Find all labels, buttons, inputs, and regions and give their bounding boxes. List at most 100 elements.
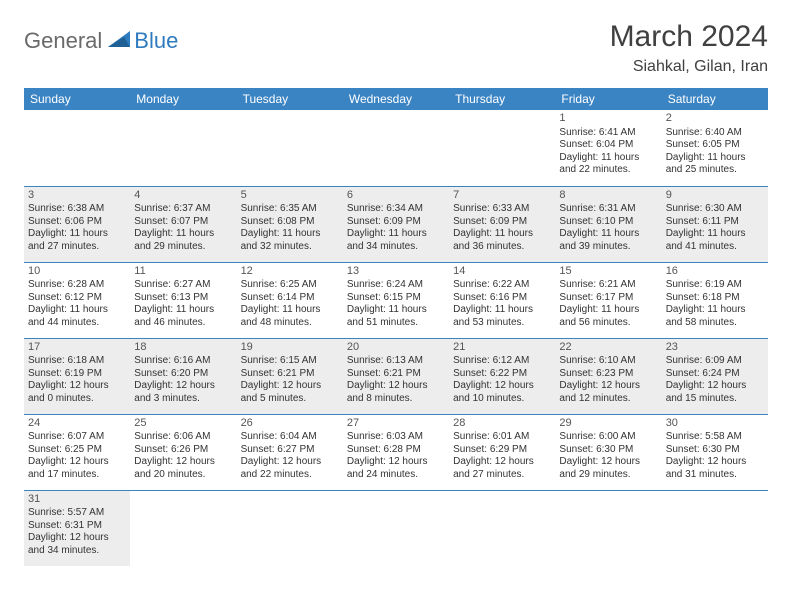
calendar-cell: 30Sunrise: 5:58 AMSunset: 6:30 PMDayligh… [662,414,768,490]
calendar-cell: 20Sunrise: 6:13 AMSunset: 6:21 PMDayligh… [343,338,449,414]
daylight-line: Daylight: 12 hours [559,380,657,393]
calendar-cell: 9Sunrise: 6:30 AMSunset: 6:11 PMDaylight… [662,186,768,262]
daylight-line: and 27 minutes. [453,469,551,482]
sunrise-line: Sunrise: 6:41 AM [559,127,657,140]
sunset-line: Sunset: 6:08 PM [241,216,339,229]
daylight-line: and 29 minutes. [559,469,657,482]
daylight-line: and 32 minutes. [241,241,339,254]
empty-cell [130,490,236,566]
sunrise-line: Sunrise: 6:18 AM [28,355,126,368]
calendar-cell: 2Sunrise: 6:40 AMSunset: 6:05 PMDaylight… [662,110,768,186]
sunrise-line: Sunrise: 6:38 AM [28,203,126,216]
day-header: Sunday [24,88,130,110]
daylight-line: Daylight: 12 hours [28,380,126,393]
daylight-line: Daylight: 11 hours [666,228,764,241]
daylight-line: Daylight: 11 hours [559,304,657,317]
daylight-line: Daylight: 11 hours [241,228,339,241]
sunset-line: Sunset: 6:12 PM [28,292,126,305]
sunrise-line: Sunrise: 6:13 AM [347,355,445,368]
daylight-line: Daylight: 12 hours [28,456,126,469]
daylight-line: and 44 minutes. [28,317,126,330]
daylight-line: and 48 minutes. [241,317,339,330]
sunset-line: Sunset: 6:10 PM [559,216,657,229]
sunrise-line: Sunrise: 6:00 AM [559,431,657,444]
sunrise-line: Sunrise: 6:15 AM [241,355,339,368]
daylight-line: Daylight: 11 hours [559,228,657,241]
daylight-line: and 31 minutes. [666,469,764,482]
calendar-cell: 23Sunrise: 6:09 AMSunset: 6:24 PMDayligh… [662,338,768,414]
day-number: 24 [28,417,126,431]
calendar-cell: 19Sunrise: 6:15 AMSunset: 6:21 PMDayligh… [237,338,343,414]
empty-cell [555,490,661,566]
calendar-row: 17Sunrise: 6:18 AMSunset: 6:19 PMDayligh… [24,338,768,414]
sunset-line: Sunset: 6:25 PM [28,444,126,457]
sunrise-line: Sunrise: 6:01 AM [453,431,551,444]
empty-cell [130,110,236,186]
daylight-line: and 53 minutes. [453,317,551,330]
logo-text-blue: Blue [134,28,178,54]
daylight-line: and 25 minutes. [666,164,764,177]
sunset-line: Sunset: 6:19 PM [28,368,126,381]
calendar-cell: 18Sunrise: 6:16 AMSunset: 6:20 PMDayligh… [130,338,236,414]
daylight-line: and 58 minutes. [666,317,764,330]
daylight-line: and 22 minutes. [241,469,339,482]
daylight-line: Daylight: 11 hours [134,304,232,317]
sunset-line: Sunset: 6:16 PM [453,292,551,305]
sunrise-line: Sunrise: 6:37 AM [134,203,232,216]
daylight-line: Daylight: 12 hours [559,456,657,469]
sunrise-line: Sunrise: 6:31 AM [559,203,657,216]
day-number: 26 [241,417,339,431]
daylight-line: and 46 minutes. [134,317,232,330]
sunrise-line: Sunrise: 6:25 AM [241,279,339,292]
day-number: 12 [241,265,339,279]
logo: General Blue [24,28,178,54]
sunset-line: Sunset: 6:06 PM [28,216,126,229]
calendar-cell: 21Sunrise: 6:12 AMSunset: 6:22 PMDayligh… [449,338,555,414]
daylight-line: Daylight: 12 hours [666,456,764,469]
daylight-line: and 51 minutes. [347,317,445,330]
calendar-cell: 22Sunrise: 6:10 AMSunset: 6:23 PMDayligh… [555,338,661,414]
day-header-row: SundayMondayTuesdayWednesdayThursdayFrid… [24,88,768,110]
daylight-line: Daylight: 12 hours [347,456,445,469]
calendar-cell: 24Sunrise: 6:07 AMSunset: 6:25 PMDayligh… [24,414,130,490]
daylight-line: Daylight: 12 hours [28,532,126,545]
daylight-line: and 56 minutes. [559,317,657,330]
sunset-line: Sunset: 6:18 PM [666,292,764,305]
header: General Blue March 2024 Siahkal, Gilan, … [24,20,768,76]
day-number: 18 [134,341,232,355]
calendar-cell: 6Sunrise: 6:34 AMSunset: 6:09 PMDaylight… [343,186,449,262]
sunrise-line: Sunrise: 6:21 AM [559,279,657,292]
day-number: 20 [347,341,445,355]
sunrise-line: Sunrise: 6:30 AM [666,203,764,216]
day-number: 5 [241,189,339,203]
day-number: 11 [134,265,232,279]
daylight-line: Daylight: 12 hours [241,456,339,469]
calendar-cell: 31Sunrise: 5:57 AMSunset: 6:31 PMDayligh… [24,490,130,566]
calendar-cell: 10Sunrise: 6:28 AMSunset: 6:12 PMDayligh… [24,262,130,338]
empty-cell [662,490,768,566]
day-number: 2 [666,112,764,126]
sunrise-line: Sunrise: 6:24 AM [347,279,445,292]
daylight-line: and 15 minutes. [666,393,764,406]
day-number: 21 [453,341,551,355]
calendar-cell: 12Sunrise: 6:25 AMSunset: 6:14 PMDayligh… [237,262,343,338]
day-number: 1 [559,112,657,126]
location: Siahkal, Gilan, Iran [610,58,768,76]
empty-cell [449,490,555,566]
sunrise-line: Sunrise: 6:12 AM [453,355,551,368]
daylight-line: Daylight: 11 hours [28,304,126,317]
daylight-line: and 36 minutes. [453,241,551,254]
calendar-cell: 26Sunrise: 6:04 AMSunset: 6:27 PMDayligh… [237,414,343,490]
sunset-line: Sunset: 6:21 PM [347,368,445,381]
daylight-line: and 20 minutes. [134,469,232,482]
sunrise-line: Sunrise: 5:57 AM [28,507,126,520]
day-header: Saturday [662,88,768,110]
calendar-row: 3Sunrise: 6:38 AMSunset: 6:06 PMDaylight… [24,186,768,262]
sunrise-line: Sunrise: 6:10 AM [559,355,657,368]
daylight-line: and 10 minutes. [453,393,551,406]
calendar-row: 31Sunrise: 5:57 AMSunset: 6:31 PMDayligh… [24,490,768,566]
sunrise-line: Sunrise: 6:07 AM [28,431,126,444]
sunset-line: Sunset: 6:29 PM [453,444,551,457]
daylight-line: Daylight: 11 hours [28,228,126,241]
calendar-cell: 16Sunrise: 6:19 AMSunset: 6:18 PMDayligh… [662,262,768,338]
